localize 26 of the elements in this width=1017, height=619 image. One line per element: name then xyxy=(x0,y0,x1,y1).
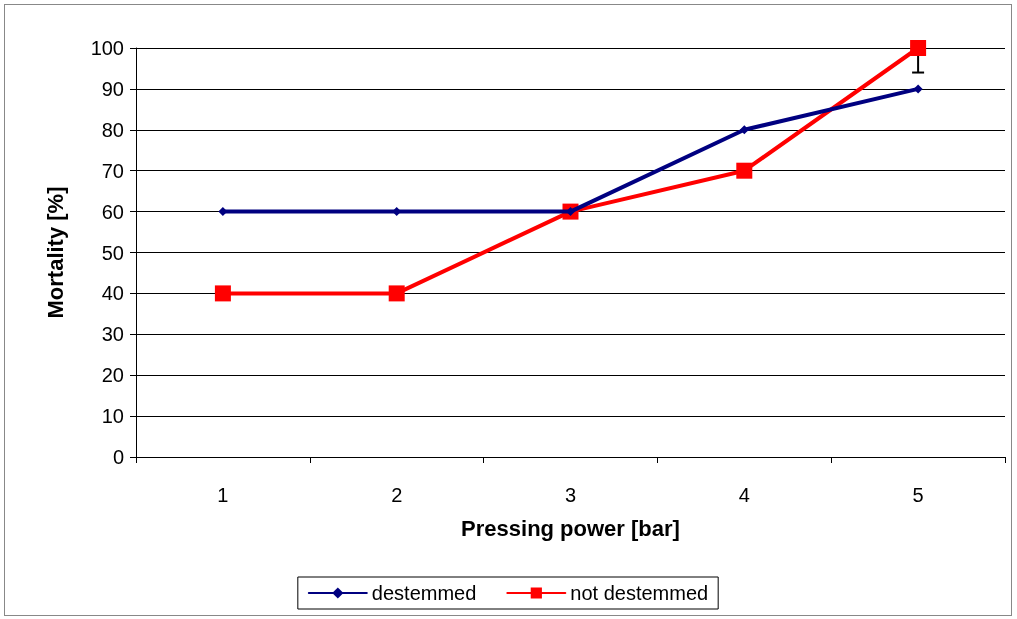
x-tick-label: 5 xyxy=(912,484,924,506)
point xyxy=(736,162,753,179)
y-tick-label: 40 xyxy=(101,282,124,305)
x-tick-label: 1 xyxy=(217,484,229,506)
y-tick-label: 90 xyxy=(101,77,124,100)
y-tick-label: 70 xyxy=(101,159,124,182)
legend-label: destemmed xyxy=(371,582,477,604)
y-tick-label: 0 xyxy=(112,446,124,468)
point xyxy=(739,125,749,135)
y-tick-label: 10 xyxy=(101,405,124,428)
legend-label: not destemmed xyxy=(570,582,709,604)
x-axis-title: Pressing power [bar] xyxy=(461,515,680,541)
x-tick-label: 4 xyxy=(738,484,750,506)
y-tick-label: 20 xyxy=(101,364,124,387)
y-tick-label: 50 xyxy=(101,241,124,264)
point xyxy=(214,285,231,302)
point xyxy=(913,84,923,94)
y-tick-label: 60 xyxy=(101,200,124,223)
y-axis-title: Mortality [%] xyxy=(42,186,68,319)
y-tick-label: 30 xyxy=(101,323,124,346)
y-tick-label: 80 xyxy=(101,118,124,141)
point xyxy=(388,285,405,302)
x-tick-label: 2 xyxy=(391,484,403,506)
x-tick-label: 3 xyxy=(564,484,577,506)
point xyxy=(910,40,927,56)
y-tick-label: 100 xyxy=(90,37,124,59)
